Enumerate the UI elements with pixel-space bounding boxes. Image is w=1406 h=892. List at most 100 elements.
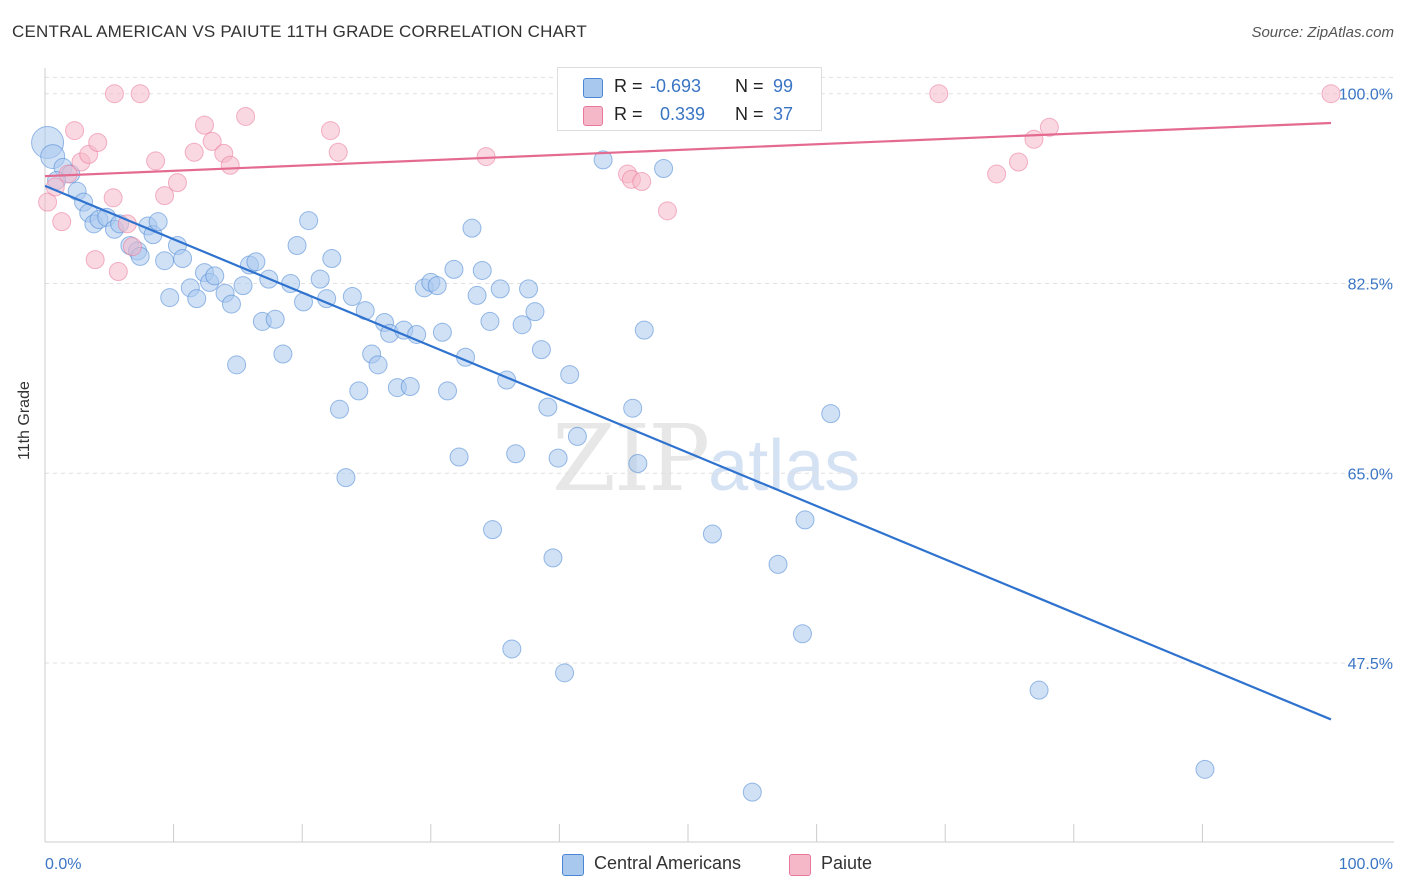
point-paiute [1039,117,1059,137]
grid-lines [45,76,1394,664]
point-paiute [103,188,123,208]
point-central-americans [160,288,180,308]
point-paiute [38,192,58,212]
legend-item-label: Central Americans [594,853,742,873]
point-paiute [104,84,124,104]
point-central-americans [221,294,241,314]
point-paiute [236,106,256,126]
point-paiute [657,201,677,221]
watermark: ZIPatlas [552,405,860,512]
point-central-americans [560,365,580,385]
point-central-americans [519,279,539,299]
legend-n-value: 37 [773,104,794,124]
trend-lines [44,121,1332,721]
point-paiute [1024,129,1044,149]
y-tick-label: 65.0% [1348,466,1393,483]
point-central-americans [368,355,388,375]
legend-row-central-americans: R = -0.693 N = 99 [558,72,821,100]
legend-n-label: N = [735,104,764,124]
point-central-americans [444,259,464,279]
point-central-americans [233,276,253,296]
point-central-americans [702,524,722,544]
point-central-americans [287,236,307,256]
legend-r-value: -0.693 [650,76,702,96]
tick-labels: 47.5% 65.0% 82.5% 100.0% 0.0% 100.0% [45,87,1393,873]
x-tick-label: 100.0% [1339,856,1393,873]
trend-line-central-americans [44,184,1332,721]
point-central-americans [1029,680,1049,700]
point-central-americans [246,252,266,272]
x-tick-label: 0.0% [45,856,81,873]
legend-swatch-pink [789,854,811,876]
legend-row-paiute: R = 0.339 N = 37 [558,100,821,128]
trend-line-paiute [44,121,1332,178]
legend-n-value: 99 [773,76,794,96]
point-central-americans [187,289,207,309]
point-central-americans [449,447,469,467]
point-paiute [202,131,222,151]
point-central-americans [548,448,568,468]
point-central-americans [543,548,563,568]
point-central-americans [742,782,762,802]
point-central-americans [623,398,643,418]
point-central-americans [227,355,247,375]
point-paiute [167,173,187,193]
point-central-americans [467,285,487,305]
point-paiute [52,212,72,232]
point-paiute [88,132,108,152]
point-central-americans [506,444,526,464]
point-central-americans [768,554,788,574]
point-central-americans [400,377,420,397]
point-paiute [65,121,85,141]
legend-item-label: Paiute [821,853,873,873]
points-layer [31,84,1341,802]
point-central-americans [531,340,551,360]
point-central-americans [567,426,587,446]
point-central-americans [427,276,447,296]
point-paiute [320,121,340,141]
legend-r-value: 0.339 [660,104,706,124]
chart-title: CENTRAL AMERICAN VS PAIUTE 11TH GRADE CO… [12,22,587,41]
y-tick-label: 47.5% [1348,656,1393,673]
y-tick-label: 100.0% [1339,87,1393,104]
point-paiute [146,151,166,171]
legend-swatch-blue [583,78,603,98]
correlation-legend: R = -0.693 N = 99 R = 0.339 N = 37 [557,67,822,131]
point-central-americans [310,269,330,289]
point-central-americans [173,249,193,269]
point-central-americans [792,624,812,644]
point-central-americans [795,510,815,530]
legend-r-label: R = [614,104,643,124]
point-paiute [130,84,150,104]
point-paiute [632,172,652,192]
point-central-americans [148,212,168,232]
y-tick-label: 82.5% [1348,276,1393,293]
point-central-americans [821,404,841,424]
point-paiute [1321,84,1341,104]
point-paiute [328,142,348,162]
point-central-americans [342,286,362,306]
point-central-americans [502,639,522,659]
point-central-americans [462,218,482,238]
point-central-americans [593,150,613,170]
point-central-americans [472,260,492,280]
point-paiute [194,115,214,135]
point-central-americans [273,344,293,364]
point-central-americans [432,322,452,342]
point-central-americans [265,309,285,329]
point-central-americans [628,454,648,474]
point-paiute [929,84,949,104]
series-legend: Central Americans Paiute [0,852,1406,878]
point-paiute [85,250,105,270]
point-central-americans [205,266,225,286]
point-central-americans [512,315,532,335]
point-central-americans [634,320,654,340]
point-paiute [184,142,204,162]
point-central-americans [525,302,545,322]
point-central-americans [480,311,500,331]
legend-r-label: R = [614,76,643,96]
point-central-americans [299,211,319,231]
point-central-americans [322,249,342,269]
point-central-americans [1195,759,1215,779]
